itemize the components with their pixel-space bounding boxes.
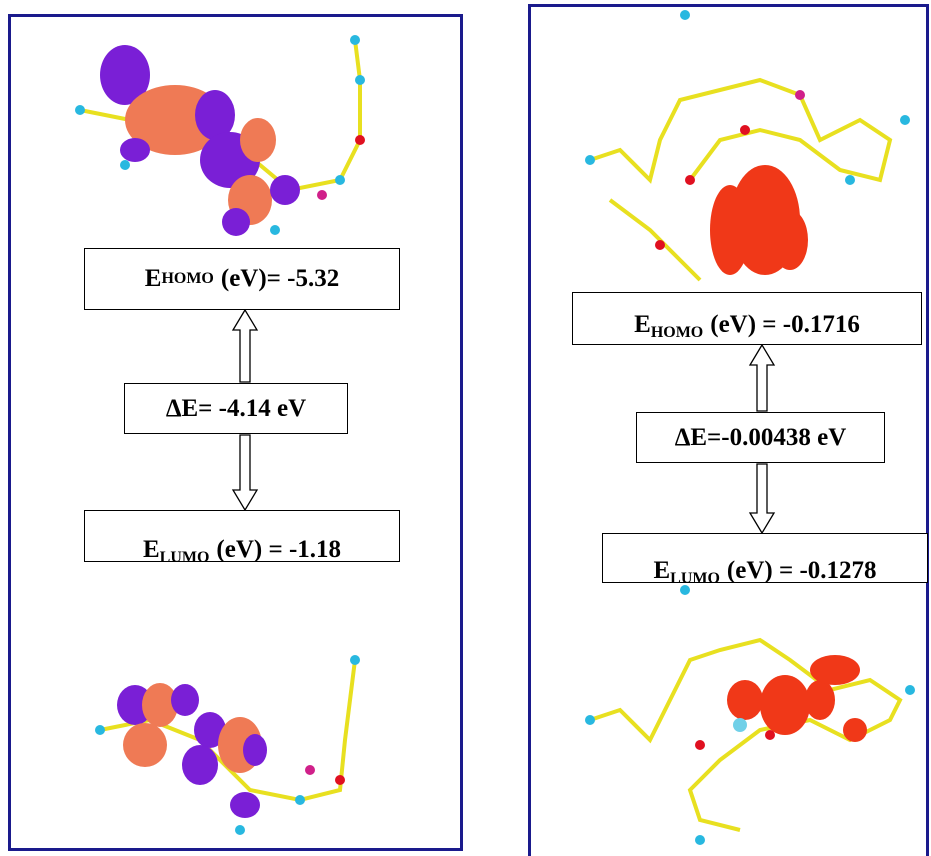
- arrow-up: [750, 345, 774, 411]
- symbol: E: [145, 265, 162, 293]
- energy-text: (eV) = -1.18: [216, 536, 341, 562]
- subscript: HOMO: [161, 270, 213, 288]
- molecule-lumo-right: [585, 585, 915, 845]
- arrow-down: [750, 464, 774, 533]
- energy-text: (eV)= -5.32: [221, 265, 339, 293]
- molecule-homo-right: [585, 10, 910, 280]
- subscript: HOMO: [651, 324, 703, 341]
- lumo-energy-box: ELUMO (eV) = -0.1278: [602, 533, 928, 583]
- symbol: E: [653, 557, 670, 583]
- symbol: E: [143, 536, 160, 562]
- arrow-down: [233, 435, 257, 510]
- subscript: LUMO: [160, 549, 210, 562]
- gap-box: ΔE= -4.14 eV: [124, 383, 348, 434]
- arrow-up: [233, 310, 257, 382]
- symbol: E: [634, 311, 651, 338]
- subscript: LUMO: [670, 570, 720, 583]
- energy-text: (eV) = -0.1716: [710, 311, 860, 338]
- molecule-homo-left: [75, 35, 365, 236]
- gap-box: ΔE=-0.00438 eV: [636, 412, 885, 463]
- gap-text: ΔE=-0.00438 eV: [675, 424, 847, 452]
- figure: EHOMO(eV)= -5.32 ΔE= -4.14 eV ELUMO(eV) …: [0, 0, 931, 856]
- molecule-lumo-left: [95, 655, 360, 835]
- energy-text: (eV) = -0.1278: [727, 557, 877, 583]
- homo-energy-box: EHOMO (eV) = -0.1716: [572, 292, 922, 345]
- lumo-energy-box: ELUMO (eV) = -1.18: [84, 510, 400, 562]
- gap-text: ΔE= -4.14 eV: [166, 395, 306, 423]
